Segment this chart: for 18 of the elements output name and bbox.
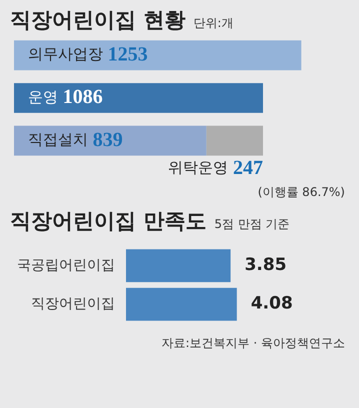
series-label: 직접설치 bbox=[28, 130, 93, 149]
data-label: 4.08 bbox=[250, 294, 293, 314]
y-tick-label: 국공립어린이집 bbox=[17, 257, 115, 274]
series-label: 의무사업장 bbox=[28, 45, 108, 64]
chart-title: 직장어린이집 현황 bbox=[10, 7, 186, 34]
chart-subtitle: 단위:개 bbox=[193, 15, 234, 32]
chart-title: 직장어린이집 만족도 bbox=[10, 208, 206, 235]
chart-subtitle: 5점 만점 기준 bbox=[214, 216, 290, 233]
data-label: 839 bbox=[92, 128, 123, 151]
y-tick-label: 직장어린이집 bbox=[31, 296, 115, 312]
data-label: 247 bbox=[233, 156, 264, 179]
data-label: 1253 bbox=[108, 44, 148, 66]
data-label: 3.85 bbox=[244, 255, 287, 276]
text: (이행률 86.7%) bbox=[256, 184, 346, 201]
text: 자료:보건복지부 · 육아정책연구소 bbox=[160, 335, 346, 352]
series-label: 운영 bbox=[28, 88, 63, 106]
series-label: 위탁운영 bbox=[168, 158, 234, 176]
data-label: 1086 bbox=[62, 86, 103, 108]
